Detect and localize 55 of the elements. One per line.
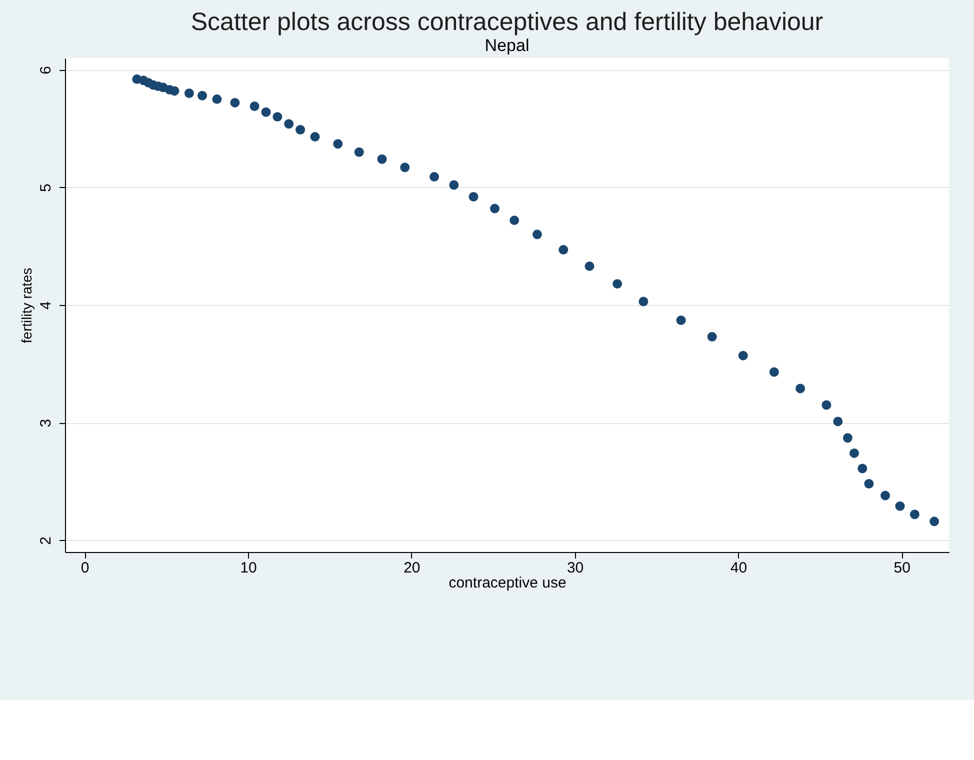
point	[930, 516, 940, 526]
y-tick-label: 2	[38, 536, 54, 545]
point	[638, 296, 648, 306]
point	[198, 90, 207, 100]
point	[333, 139, 343, 149]
point	[864, 479, 874, 489]
chart-title: Scatter plots across contraceptives and fertility behaviour	[190, 8, 824, 36]
point	[261, 107, 271, 117]
point	[449, 180, 459, 190]
point	[212, 94, 222, 104]
point	[532, 230, 542, 240]
point	[272, 112, 282, 122]
point	[250, 101, 260, 111]
point	[284, 119, 294, 129]
point	[310, 132, 320, 142]
point	[842, 433, 852, 443]
point	[430, 172, 440, 182]
y-tick-label: 6	[38, 66, 54, 74]
x-tick-label: 50	[894, 560, 910, 576]
x-tick-label: 40	[730, 560, 748, 576]
point	[880, 490, 890, 500]
y-tick-label: 3	[38, 418, 54, 428]
point	[849, 448, 859, 458]
x-tick-label: 30	[566, 560, 584, 576]
point	[910, 510, 920, 520]
point	[796, 384, 806, 394]
point	[612, 279, 622, 289]
point	[510, 216, 520, 226]
point	[858, 464, 868, 474]
y-tick-label: 5	[38, 184, 54, 192]
point	[584, 261, 594, 271]
point	[558, 244, 568, 254]
point	[377, 154, 387, 164]
point	[833, 416, 843, 426]
point	[230, 98, 240, 108]
point	[170, 86, 180, 96]
point	[707, 332, 717, 342]
point	[895, 501, 905, 511]
point	[822, 400, 832, 410]
x-tick-label: 10	[240, 560, 257, 576]
x-axis-title: contraceptive use	[448, 574, 566, 592]
y-axis-title: fertility rates	[18, 268, 34, 344]
point	[738, 350, 748, 360]
point	[354, 147, 364, 157]
point	[676, 316, 686, 326]
y-tick-label: 4	[38, 301, 54, 310]
chart-subtitle: Nepal	[484, 36, 530, 55]
point	[468, 192, 478, 202]
x-tick-label: 20	[404, 560, 420, 576]
point	[490, 204, 500, 214]
point	[400, 162, 410, 172]
point	[184, 88, 194, 98]
x-tick-label: 0	[80, 560, 90, 576]
point	[296, 125, 306, 134]
point	[769, 367, 779, 377]
